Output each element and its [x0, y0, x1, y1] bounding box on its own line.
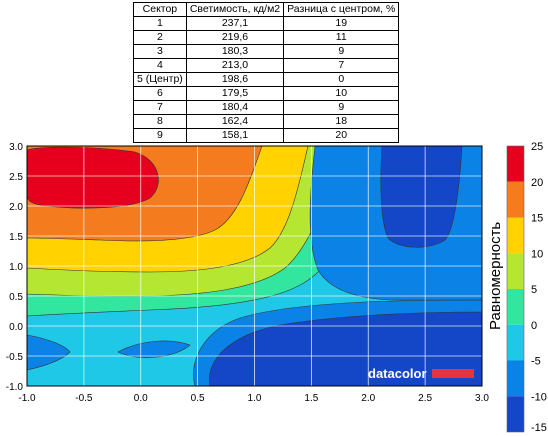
colorbar-label: Равномерность — [487, 222, 504, 330]
luminance-cell: 179,5 — [185, 86, 285, 101]
y-tick-label: 2.5 — [9, 172, 23, 183]
y-tick-label: 1.0 — [9, 262, 23, 273]
watermark-text: datacolor — [368, 366, 427, 381]
y-tick-label: -1.0 — [6, 382, 24, 393]
contour-15-25 — [27, 146, 159, 209]
luminance-cell: 158,1 — [185, 128, 285, 143]
x-tick-label: 1.5 — [304, 393, 318, 404]
colorbar-tick-label: -5 — [531, 356, 541, 368]
y-tick-labels: -1.0 -0.5 0.0 0.5 1.0 1.5 2.0 2.5 3.0 — [6, 142, 24, 393]
sector-table: Сектор Светимость, кд/м2 Разница с центр… — [133, 2, 400, 143]
table-row: 6 179,5 10 — [133, 86, 400, 101]
colorbar-segment — [507, 217, 524, 254]
y-tick-label: 1.5 — [9, 232, 23, 243]
datacolor-watermark: datacolor — [368, 366, 474, 381]
x-tick-label: 2.5 — [418, 393, 432, 404]
y-tick-label: -0.5 — [6, 352, 24, 363]
contour-left-pocket — [27, 334, 71, 371]
colorbar-tick-label: 25 — [531, 141, 543, 153]
colorbar-segment — [507, 360, 524, 397]
colorbar-segment — [507, 324, 524, 361]
difference-cell: 20 — [283, 128, 400, 143]
contour-darkblue-top — [380, 146, 463, 248]
colorbar-tick-label: 10 — [531, 248, 543, 260]
table-row: 8 162,4 18 — [133, 114, 400, 129]
x-tick-label: 0.0 — [134, 393, 148, 404]
colorbar-segment — [507, 289, 524, 325]
y-tick-label: 3.0 — [9, 142, 23, 153]
contour-center-pocket — [117, 340, 191, 358]
colorbar-segment — [507, 396, 524, 432]
grid-lines — [27, 146, 482, 386]
y-tick-label: 0.0 — [9, 322, 23, 333]
x-tick-label: 3.0 — [475, 393, 489, 404]
x-tick-label: 2.0 — [361, 393, 375, 404]
y-tick-label: 2.0 — [9, 202, 23, 213]
table-row: 4 213,0 7 — [133, 58, 400, 73]
contour-darkblue-bottom — [209, 311, 482, 386]
watermark-bar — [432, 369, 474, 378]
y-tick-label: 0.5 — [9, 292, 23, 303]
colorbar-tick-label: -10 — [531, 391, 547, 403]
table-row: 9 158,1 20 — [133, 128, 400, 143]
colorbar-tick-label: 5 — [531, 284, 537, 296]
colorbar-segment — [507, 146, 524, 182]
colorbar-tick-label: 20 — [531, 177, 543, 189]
x-tick-label: -0.5 — [75, 393, 93, 404]
plot-frame — [26, 145, 483, 387]
colorbar-tick-label: -15 — [531, 422, 547, 434]
x-tick-label: -1.0 — [18, 393, 36, 404]
colorbar-tick-label: 0 — [531, 320, 537, 332]
colorbar: 25 20 15 10 5 0 -5 -10 -15 — [506, 141, 547, 434]
colorbar-frame — [506, 145, 525, 433]
colorbar-segment — [507, 253, 524, 289]
x-tick-labels: -1.0 -0.5 0.0 0.5 1.0 1.5 2.0 2.5 3.0 — [18, 393, 489, 404]
x-tick-label: 1.0 — [248, 393, 262, 404]
colorbar-segment — [507, 181, 524, 218]
colorbar-tick-label: 15 — [531, 213, 543, 225]
x-tick-label: 0.5 — [191, 393, 205, 404]
